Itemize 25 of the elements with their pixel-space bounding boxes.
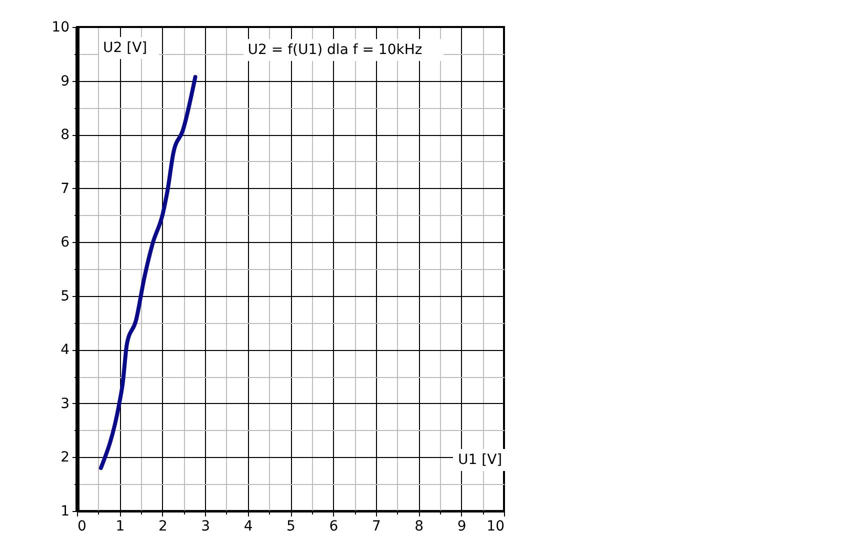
y-tick-label: 3 [60, 396, 70, 412]
y-tick-label: 7 [60, 180, 70, 197]
y-tick-label: 8 [60, 127, 70, 144]
y-tick-label: 6 [60, 234, 70, 251]
y-tick-label: 5 [60, 288, 70, 304]
x-tick-label: 4 [244, 518, 253, 534]
y-axis-title: U2 [V] [103, 40, 148, 56]
x-axis-title: U1 [V] [458, 452, 502, 468]
x-tick-label: 10 [486, 518, 504, 534]
x-tick-label: 7 [372, 518, 381, 534]
x-tick-label: 5 [286, 518, 296, 534]
y-tick-label: 9 [60, 73, 70, 90]
x-tick-label: 9 [457, 518, 466, 534]
y-tick-label: 1 [60, 504, 70, 520]
y-tick-label: 2 [60, 450, 70, 466]
x-tick-label: 1 [116, 518, 125, 534]
line-series [98, 75, 198, 470]
text: U2 = f(U1) dla f = 10kHz [248, 42, 422, 58]
x-tick-label: 8 [414, 518, 424, 534]
x-tick-label: 3 [201, 518, 210, 534]
x-tick-label: 6 [329, 518, 338, 534]
y-tick-label: 4 [60, 342, 70, 358]
x-tick-label: 0 [78, 518, 86, 534]
x-tick-label: 2 [158, 518, 168, 534]
y-tick-label: 10 [52, 20, 70, 36]
